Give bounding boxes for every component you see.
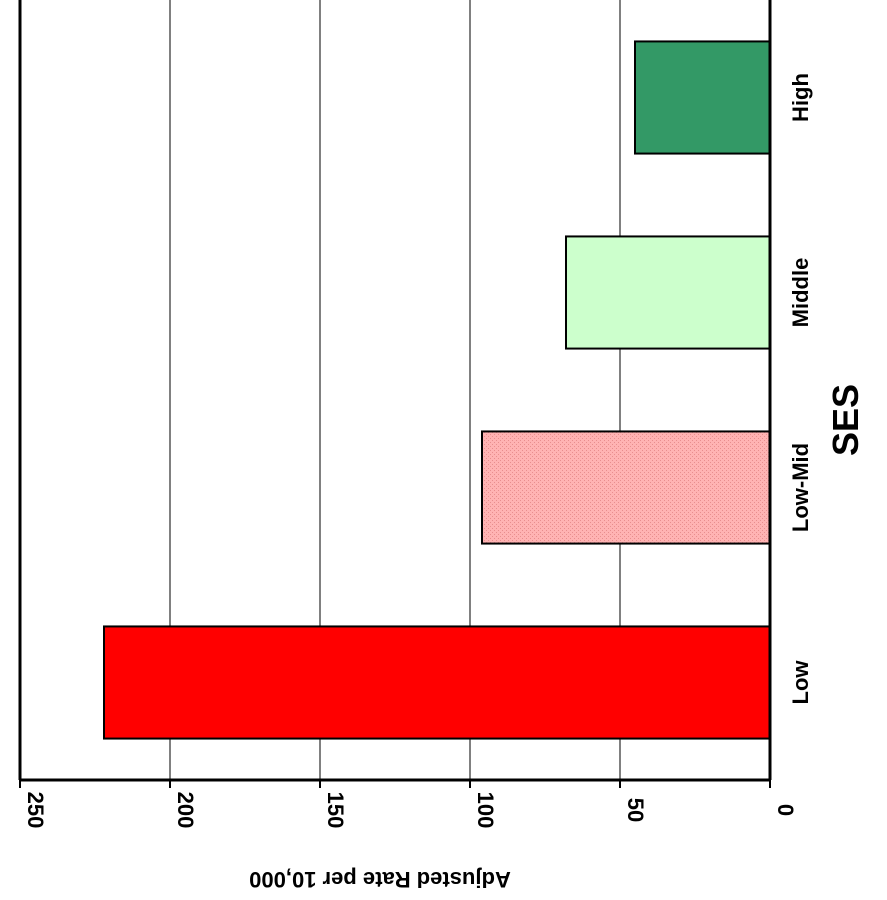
y-tick-label: 250: [23, 792, 48, 829]
plot-frame: [18, 0, 772, 788]
bar-low-mid: [481, 430, 771, 545]
category-label-middle: Middle: [788, 258, 813, 328]
y-tick-label: 100: [473, 792, 498, 829]
bar-low: [103, 625, 771, 740]
bar-middle: [565, 235, 771, 350]
y-tick-labels: 0 50 100 150 200 250: [23, 792, 798, 829]
category-label-low-mid: Low-Mid: [788, 443, 813, 532]
category-label-high: High: [788, 73, 813, 122]
y-tick-label: 0: [773, 804, 798, 816]
category-labels: Low Low-Mid Middle High: [788, 73, 813, 704]
bars: [103, 40, 771, 740]
x-axis-title: SES: [825, 384, 866, 456]
category-label-low: Low: [788, 660, 813, 705]
y-tick-label: 200: [173, 792, 198, 829]
y-axis-title: Adjusted Rate per 10,000: [249, 867, 511, 892]
y-tick-label: 50: [623, 798, 648, 822]
y-tick-label: 150: [323, 792, 348, 829]
bar-high: [634, 40, 771, 155]
